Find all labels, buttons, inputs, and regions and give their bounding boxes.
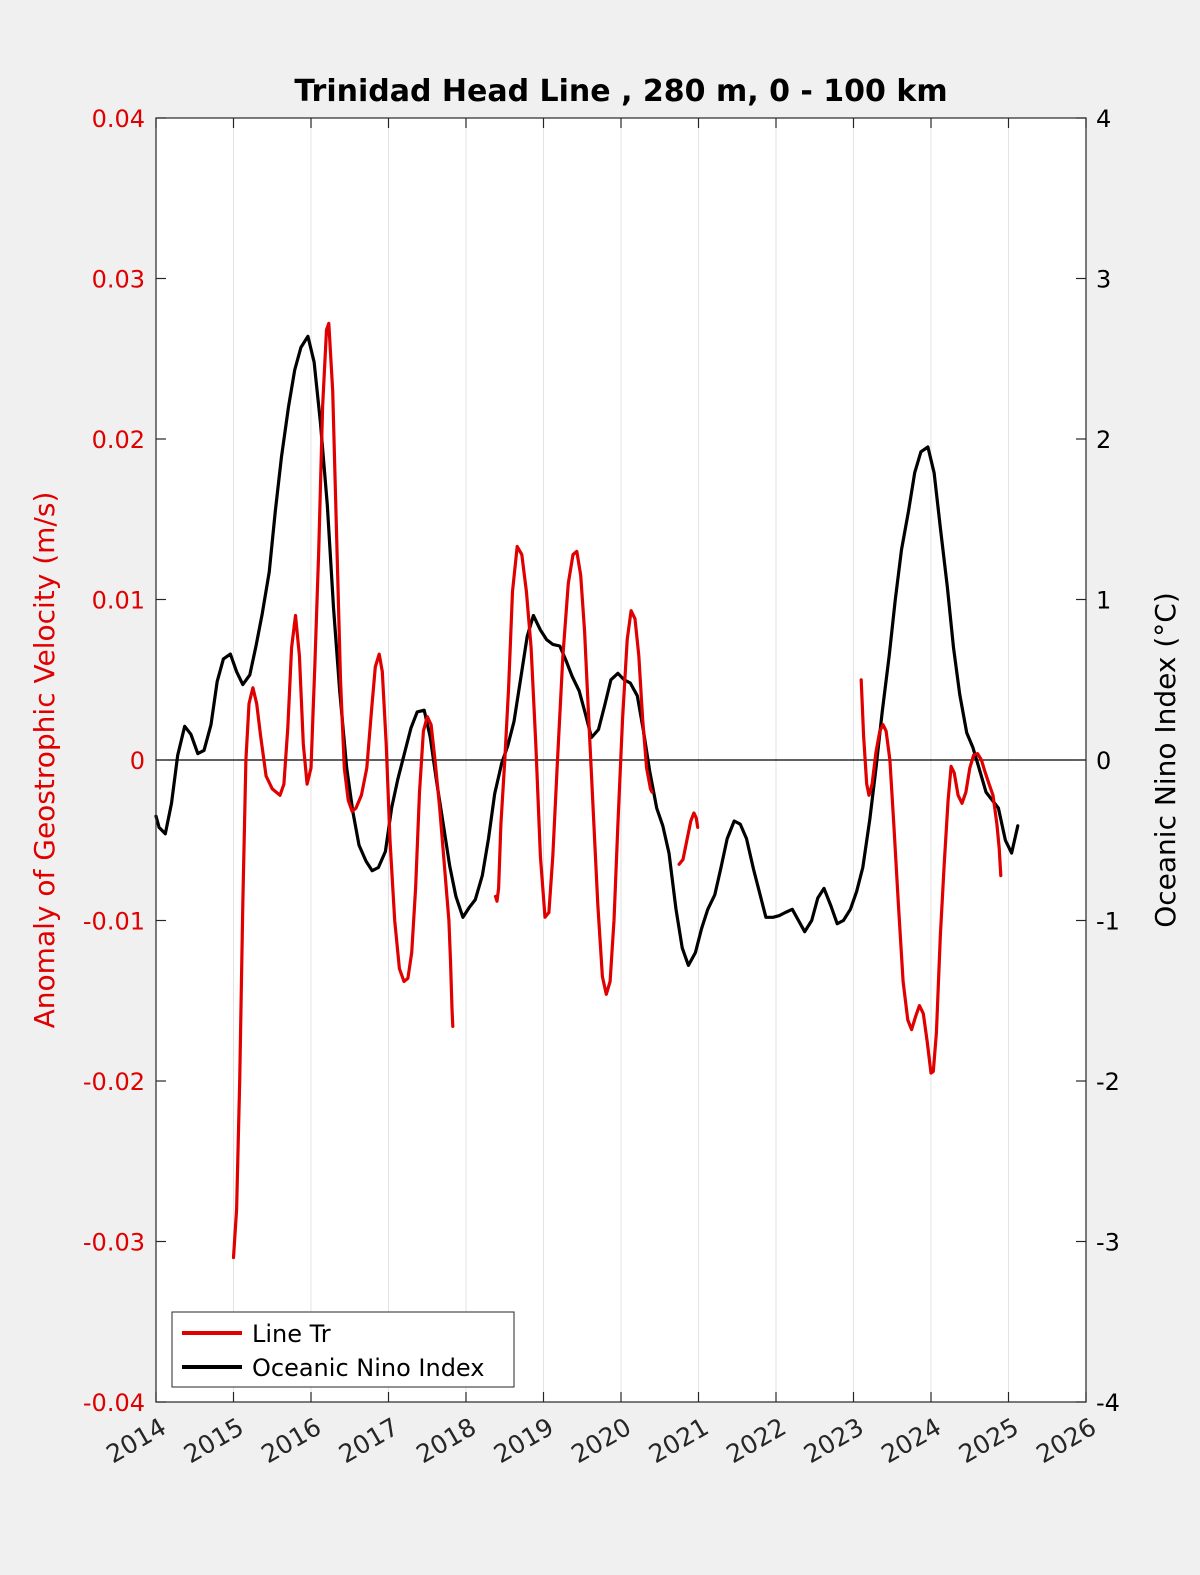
chart-title: Trinidad Head Line , 280 m, 0 - 100 km xyxy=(294,74,947,109)
legend: Line Tr Oceanic Nino Index xyxy=(171,1311,515,1388)
series-line-tr-segment xyxy=(493,544,654,996)
series-line-tr-segment xyxy=(859,678,1003,1075)
series-layer xyxy=(154,321,1020,1260)
series-line-tr-segment xyxy=(231,321,455,1260)
y-right-tick-label: -4 xyxy=(1096,1389,1120,1417)
legend-box xyxy=(171,1311,515,1388)
y-left-tick-label: 0 xyxy=(130,747,145,775)
y-left-tick-label: 0.04 xyxy=(92,105,145,133)
y-right-tick-label: 0 xyxy=(1096,747,1111,775)
y-axis-label-left: Anomaly of Geostrophic Velocity (m/s) xyxy=(28,492,61,1029)
y-left-tick-label: -0.02 xyxy=(83,1068,145,1096)
y-left-tick-label: -0.01 xyxy=(83,908,145,936)
tick-marks xyxy=(155,117,1087,1403)
legend-label-line-tr: Line Tr xyxy=(252,1320,331,1348)
y-right-tick-label: -3 xyxy=(1096,1229,1120,1257)
series-line-tr-segment xyxy=(677,811,700,866)
y-left-tick-label: -0.04 xyxy=(83,1389,145,1417)
y-right-tick-label: -1 xyxy=(1096,908,1120,936)
y-axis-label-right: Oceanic Nino Index (°C) xyxy=(1149,592,1182,928)
y-left-tick-label: 0.03 xyxy=(92,266,145,294)
y-left-tick-label: -0.03 xyxy=(83,1229,145,1257)
y-right-tick-label: 3 xyxy=(1096,266,1111,294)
legend-label-oni: Oceanic Nino Index xyxy=(252,1354,484,1382)
y-left-tick-label: 0.02 xyxy=(92,426,145,454)
y-right-tick-label: 2 xyxy=(1096,426,1111,454)
y-left-tick-label: 0.01 xyxy=(92,587,145,615)
series-oni-line xyxy=(154,334,1020,967)
y-right-tick-label: -2 xyxy=(1096,1068,1120,1096)
y-right-tick-label: 4 xyxy=(1096,105,1111,133)
y-right-tick-label: 1 xyxy=(1096,587,1111,615)
